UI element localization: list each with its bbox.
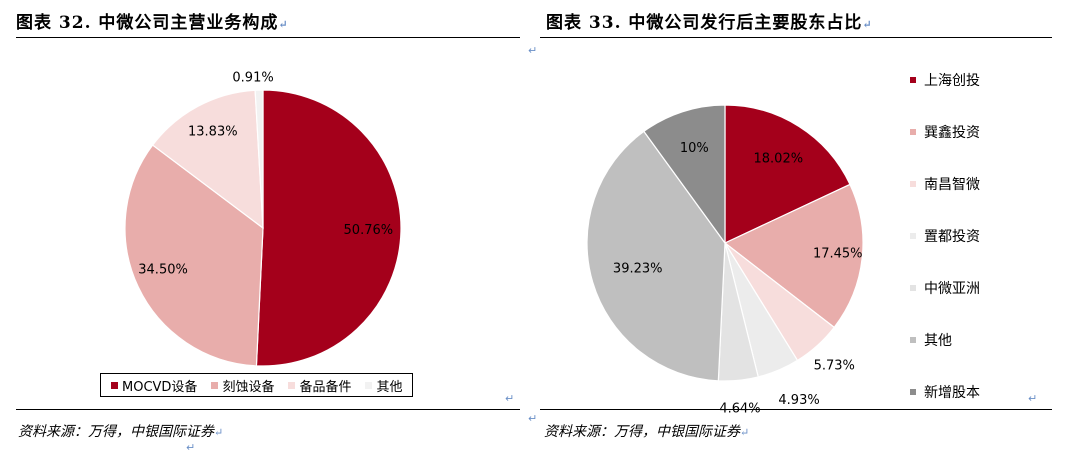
legend-swatch <box>111 381 118 389</box>
slice-value-label: 50.76% <box>344 223 394 238</box>
legend-entry: 上海创投 <box>910 70 980 90</box>
legend-entry: 中微亚洲 <box>910 278 980 298</box>
pie-slice <box>724 104 851 244</box>
legend-label: 新增股本 <box>924 385 980 401</box>
legend-swatch <box>288 381 296 389</box>
pie-slice <box>643 104 726 245</box>
chart-title: 图表 32. 中微公司主营业务构成↵ <box>16 13 289 33</box>
slice-value-label: 34.50% <box>138 263 188 278</box>
legend-label: 上海创投 <box>924 73 980 89</box>
pie-slice <box>254 89 264 229</box>
legend-swatch <box>910 129 916 135</box>
chart-title: 图表 33. 中微公司发行后主要股东占比↵ <box>546 13 873 33</box>
pie-slice <box>586 130 726 382</box>
pie-slice <box>255 89 402 367</box>
legend-label: 备品备件 <box>299 379 352 395</box>
legend-swatch <box>910 77 916 83</box>
legend-label: 刻蚀设备 <box>222 379 275 395</box>
chart-legend: 上海创投巽鑫投资南昌智微置都投资中微亚洲其他新增股本 <box>910 70 980 434</box>
slice-value-label: 5.73% <box>814 358 855 373</box>
pie-chart-business: 50.76% 34.50% 13.83% 0.91% <box>124 71 402 367</box>
legend-entry: 其他 <box>365 376 402 395</box>
slice-value-label: 10% <box>680 141 709 156</box>
pie-slice <box>723 183 864 329</box>
legend-entry: MOCVD设备 <box>111 376 197 395</box>
slice-value-label: 39.23% <box>613 262 663 277</box>
panel-business-composition: 图表 32. 中微公司主营业务构成↵ 50.76% 34.50% 13.83% 0.9… <box>0 0 520 456</box>
panel-shareholders: 图表 33. 中微公司发行后主要股东占比↵ ↵ 18.02% 17.45% 5.73… <box>528 0 1080 456</box>
legend-label: 其他 <box>924 333 952 349</box>
slice-value-label: 4.93% <box>778 393 819 408</box>
legend-swatch <box>910 181 916 187</box>
title-rule <box>540 37 1052 38</box>
legend-entry: 巽鑫投资 <box>910 122 980 142</box>
source-note: 资料来源：万得，中银国际证券↵ <box>18 424 224 440</box>
legend-swatch <box>211 381 219 389</box>
legend-label: 中微亚洲 <box>924 281 980 297</box>
pie-slice <box>151 89 264 230</box>
legend-swatch <box>910 337 916 343</box>
pie-slice <box>124 144 264 367</box>
slice-value-label: 18.02% <box>754 152 804 167</box>
legend-label: MOCVD设备 <box>122 379 198 395</box>
legend-label: 其他 <box>376 379 403 395</box>
legend-entry: 其他 <box>910 330 980 350</box>
chart-legend: MOCVD设备 刻蚀设备 备品备件 其他 <box>100 373 414 397</box>
legend-entry: 备品备件 <box>288 376 351 395</box>
source-rule <box>540 409 1052 410</box>
legend-entry: 新增股本 <box>910 382 980 402</box>
legend-label: 南昌智微 <box>924 177 980 193</box>
pie-chart-shareholders: 18.02% 17.45% 5.73% 4.93% 4.64% 39.23% 10% <box>586 104 864 416</box>
source-note: 资料来源：万得，中银国际证券↵ <box>544 424 750 440</box>
slice-value-label: 13.83% <box>188 124 238 139</box>
legend-swatch <box>910 285 916 291</box>
legend-swatch <box>910 233 916 239</box>
slice-value-label: 0.91% <box>232 71 273 86</box>
legend-label: 置都投资 <box>924 229 980 245</box>
legend-entry: 刻蚀设备 <box>211 376 274 395</box>
slice-value-label: 4.64% <box>719 401 760 416</box>
legend-label: 巽鑫投资 <box>924 125 980 141</box>
legend-swatch <box>910 389 916 395</box>
slice-value-label: 17.45% <box>813 246 863 261</box>
title-rule <box>16 37 520 38</box>
legend-entry: 置都投资 <box>910 226 980 246</box>
legend-swatch <box>365 381 373 389</box>
source-rule <box>16 409 520 410</box>
legend-entry: 南昌智微 <box>910 174 980 194</box>
